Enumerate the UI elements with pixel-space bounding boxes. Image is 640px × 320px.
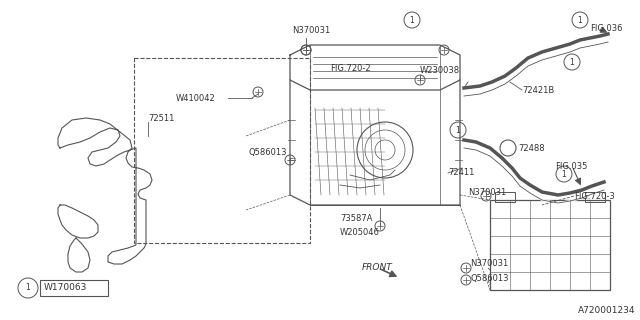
Text: 1: 1 bbox=[410, 15, 414, 25]
Text: 72511: 72511 bbox=[148, 114, 174, 123]
Bar bbox=[490, 200, 610, 290]
Text: 1: 1 bbox=[570, 58, 574, 67]
Text: A720001234: A720001234 bbox=[577, 306, 635, 315]
Bar bbox=[585, 192, 605, 202]
Bar bbox=[134, 58, 310, 243]
Text: FIG.720-2: FIG.720-2 bbox=[330, 63, 371, 73]
Text: 72488: 72488 bbox=[518, 143, 545, 153]
Text: W230038: W230038 bbox=[420, 66, 460, 75]
Text: N370031: N370031 bbox=[470, 260, 508, 268]
Text: FIG.720-3: FIG.720-3 bbox=[574, 191, 615, 201]
Text: W205046: W205046 bbox=[340, 228, 380, 236]
Text: N370031: N370031 bbox=[292, 26, 330, 35]
Text: Q586013: Q586013 bbox=[248, 148, 287, 156]
Text: 1: 1 bbox=[456, 125, 460, 134]
Text: FIG.035: FIG.035 bbox=[555, 162, 588, 171]
Text: 1: 1 bbox=[26, 284, 30, 292]
Text: W410042: W410042 bbox=[176, 93, 216, 102]
Text: FRONT: FRONT bbox=[362, 263, 393, 273]
Text: 1: 1 bbox=[578, 15, 582, 25]
Text: Q586013: Q586013 bbox=[470, 274, 509, 283]
Text: 72411: 72411 bbox=[448, 167, 474, 177]
Text: 1: 1 bbox=[562, 170, 566, 179]
Text: FIG.036: FIG.036 bbox=[590, 23, 623, 33]
Text: W170063: W170063 bbox=[44, 284, 88, 292]
Text: 72421B: 72421B bbox=[522, 85, 554, 94]
Text: N370031: N370031 bbox=[468, 188, 506, 196]
Bar bbox=[495, 192, 515, 202]
Text: 73587A: 73587A bbox=[340, 213, 372, 222]
Bar bbox=[40, 280, 108, 296]
